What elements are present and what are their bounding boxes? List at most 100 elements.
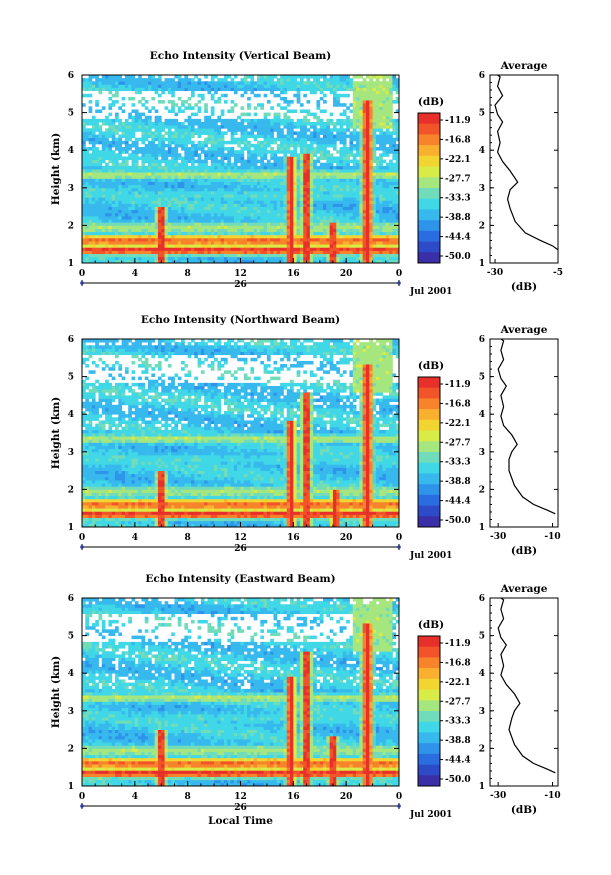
- heatmap-cell: [210, 112, 215, 117]
- heatmap-cell: [293, 247, 298, 251]
- heatmap-cell: [101, 156, 106, 160]
- heatmap-cell: [395, 197, 400, 201]
- heatmap-cell: [118, 197, 123, 201]
- heatmap-cell: [290, 194, 294, 198]
- heatmap-cell: [290, 122, 294, 126]
- heatmap-cell: [286, 219, 291, 223]
- heatmap-cell: [385, 137, 390, 142]
- heatmap-cell: [128, 87, 132, 92]
- heatmap-cell: [379, 118, 383, 123]
- heatmap-cell: [157, 75, 162, 79]
- heatmap-cell: [356, 212, 360, 217]
- heatmap-cell: [144, 118, 149, 123]
- heatmap-cell: [174, 225, 179, 229]
- heatmap-cell: [276, 112, 281, 117]
- heatmap-cell: [339, 81, 344, 85]
- heatmap-cell: [313, 225, 317, 229]
- heatmap-cell: [200, 259, 205, 264]
- heatmap-cell: [273, 93, 278, 98]
- heatmap-cell: [220, 228, 225, 233]
- heatmap-cell: [306, 87, 311, 92]
- heatmap-cell: [177, 156, 182, 160]
- heatmap-cell: [210, 225, 215, 229]
- heatmap-cell: [187, 228, 192, 233]
- heatmap-cell: [372, 259, 377, 264]
- heatmap-cell: [197, 93, 202, 98]
- heatmap-cell: [313, 172, 317, 176]
- heatmap-cell: [207, 87, 212, 92]
- heatmap-cell: [164, 169, 169, 173]
- heatmap-cell: [118, 143, 123, 148]
- heatmap-cell: [266, 162, 271, 167]
- heatmap-cell: [362, 103, 367, 107]
- heatmap-cell: [217, 219, 222, 223]
- heatmap-cell: [280, 172, 284, 176]
- heatmap-cell: [174, 231, 179, 236]
- heatmap-cell: [154, 115, 159, 120]
- heatmap-cell: [326, 222, 331, 226]
- heatmap-cell: [223, 156, 228, 160]
- heatmap-cell: [101, 247, 106, 251]
- heatmap-cell: [91, 212, 96, 217]
- heatmap-cell: [375, 194, 380, 198]
- heatmap-cell: [329, 184, 334, 189]
- heatmap-cell: [151, 96, 156, 101]
- heatmap-cell: [319, 131, 324, 135]
- heatmap-cell: [98, 156, 103, 160]
- heatmap-cell: [197, 222, 202, 226]
- heatmap-cell: [356, 118, 360, 123]
- heatmap-cell: [121, 150, 126, 154]
- heatmap-cell: [138, 84, 142, 88]
- heatmap-cell: [177, 231, 182, 236]
- heatmap-cell: [356, 187, 360, 192]
- heatmap-cell: [280, 150, 284, 154]
- heatmap-cell: [352, 178, 357, 182]
- heatmap-cell: [286, 228, 291, 233]
- heatmap-cell: [369, 228, 373, 233]
- heatmap-cell: [243, 137, 248, 142]
- heatmap-cell: [385, 247, 390, 251]
- heatmap-cell: [309, 253, 314, 258]
- heatmap-cell: [276, 115, 281, 120]
- heatmap-cell: [346, 75, 350, 79]
- heatmap-cell: [207, 81, 212, 85]
- heatmap-cell: [253, 87, 258, 92]
- heatmap-cell: [243, 241, 248, 245]
- heatmap-cell: [316, 150, 321, 154]
- heatmap-cell: [365, 209, 370, 214]
- heatmap-cell: [141, 162, 146, 167]
- heatmap-cell: [111, 216, 116, 220]
- heatmap-cell: [223, 140, 228, 145]
- heatmap-cell: [181, 140, 185, 145]
- heatmap-cell: [124, 169, 129, 173]
- heatmap-cell: [323, 256, 327, 261]
- heatmap-cell: [230, 225, 235, 229]
- heatmap-cell: [220, 203, 225, 207]
- heatmap-cell: [303, 87, 307, 92]
- heatmap-cell: [240, 181, 245, 186]
- heatmap-cell: [250, 253, 255, 258]
- heatmap-cell: [115, 137, 119, 142]
- heatmap-cell: [309, 143, 314, 148]
- heatmap-cell: [210, 169, 215, 173]
- heatmap-cell: [280, 203, 284, 207]
- heatmap-cell: [250, 250, 255, 254]
- heatmap-cell: [85, 234, 89, 239]
- heatmap-cell: [220, 175, 225, 179]
- heatmap-cell: [356, 259, 360, 264]
- heatmap-cell: [329, 84, 334, 88]
- heatmap-cell: [230, 234, 235, 239]
- heatmap-cell: [194, 237, 198, 242]
- heatmap-cell: [253, 231, 258, 236]
- heatmap-cell: [283, 169, 288, 173]
- heatmap-cell: [240, 237, 245, 242]
- heatmap-cell: [207, 153, 212, 157]
- heatmap-cell: [154, 109, 159, 113]
- heatmap-cell: [214, 122, 218, 126]
- heatmap-cell: [385, 203, 390, 207]
- heatmap-cell: [362, 131, 367, 135]
- heatmap-cell: [237, 222, 241, 226]
- heatmap-cell: [296, 87, 301, 92]
- heatmap-cell: [342, 222, 347, 226]
- heatmap-cell: [134, 125, 139, 129]
